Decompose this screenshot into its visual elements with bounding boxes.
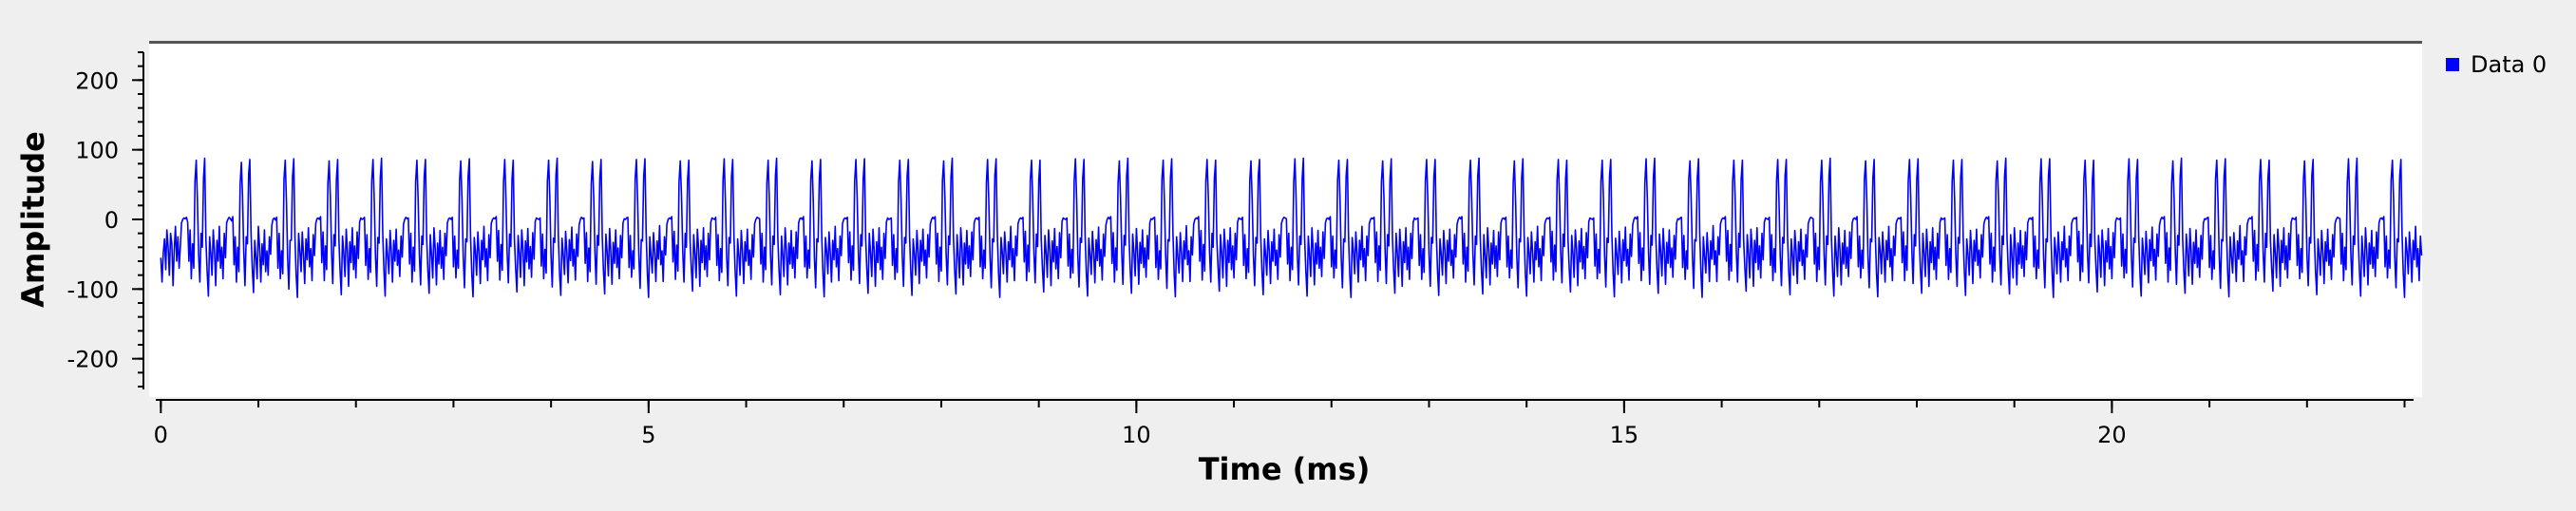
legend: Data 0 <box>2446 51 2547 78</box>
y-tick-label: 0 <box>104 207 119 234</box>
y-tick-label: -200 <box>67 347 119 373</box>
series-layer <box>160 157 2423 298</box>
y-axis-title: Amplitude <box>15 131 51 308</box>
y-axis: -200 -100 0 100 200 <box>67 51 144 389</box>
y-tick-label: 200 <box>75 67 119 94</box>
series-line-data-0 <box>160 157 2423 298</box>
x-tick-label: 20 <box>2097 422 2127 448</box>
x-tick-label: 10 <box>1122 422 1151 448</box>
plot-area <box>149 42 2422 397</box>
x-axis-title: Time (ms) <box>1199 451 1371 487</box>
legend-label: Data 0 <box>2471 51 2547 78</box>
x-axis: 0 5 10 15 20 <box>154 399 2414 448</box>
legend-swatch <box>2446 58 2459 71</box>
x-tick-label: 15 <box>1610 422 1639 448</box>
x-tick-label: 5 <box>641 422 655 448</box>
y-tick-label: 100 <box>75 138 119 164</box>
y-tick-label: -100 <box>67 276 119 303</box>
x-tick-label: 0 <box>154 422 168 448</box>
